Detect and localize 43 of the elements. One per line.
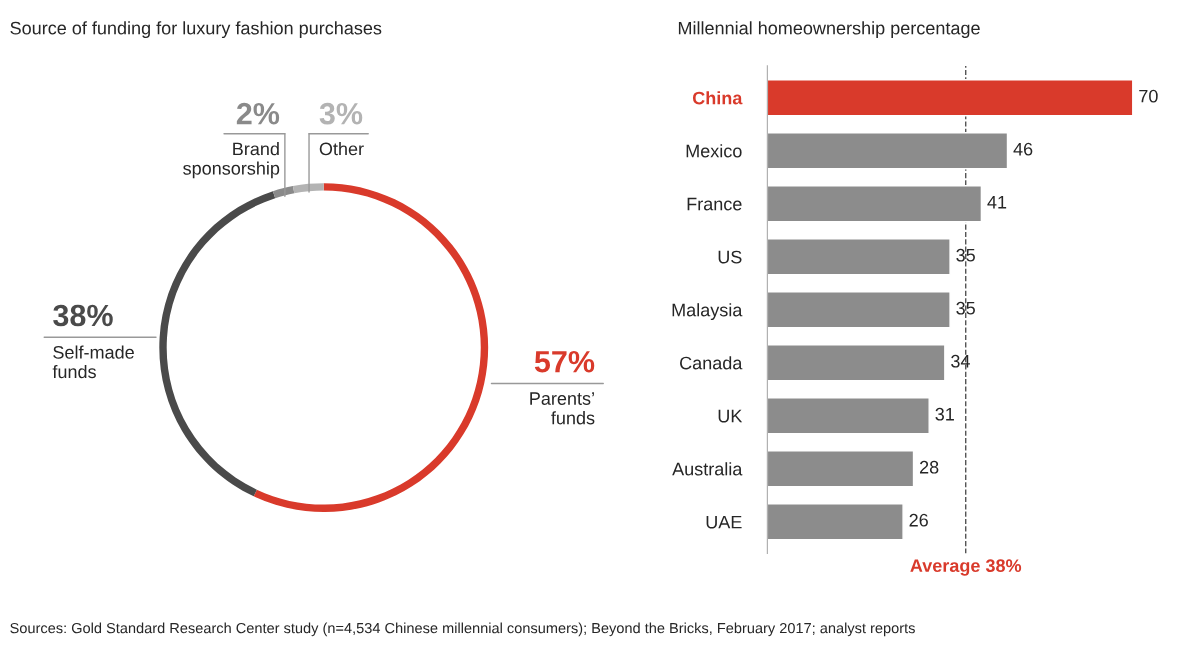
bar (767, 184, 983, 223)
donut-slice (272, 186, 295, 199)
bar (767, 503, 904, 541)
data-label: 35 (956, 248, 975, 262)
bar (767, 238, 951, 276)
data-label: 41 (987, 195, 1007, 209)
donut-slice (292, 183, 324, 194)
y-tick-label: France (687, 197, 742, 211)
bar (767, 344, 946, 382)
data-label: 31 (935, 407, 954, 421)
y-tick-label: Mexico (686, 144, 742, 158)
y-tick-label: Malaysia (672, 303, 743, 321)
y-tick-label: China (692, 91, 743, 105)
data-label: 38% (53, 304, 113, 327)
bar (767, 131, 1009, 170)
y-tick-label: US (718, 250, 742, 264)
data-label: 28 (919, 460, 939, 474)
data-label: 2% (236, 102, 280, 125)
data-label: 35 (956, 301, 975, 315)
bar (767, 397, 930, 435)
data-label: 34 (951, 354, 970, 368)
bar (767, 78, 1134, 117)
legend-label: Brand sponsorship (183, 142, 280, 179)
slice-label: Self-made funds (52, 345, 134, 379)
donut-slice (159, 191, 276, 497)
bar (767, 291, 951, 329)
y-tick-label: UK (718, 409, 743, 423)
donut-slice (253, 183, 489, 512)
source-note: Sources: Gold Standard Research Center study (n=4,534 Chinese millennial consumers); Beyond the Bricks, February 2017; analyst reports (10, 622, 915, 637)
y-tick-label: Canada (680, 356, 743, 370)
chart-title: Millennial homeownership percentage (678, 21, 980, 39)
data-label: 57% (534, 350, 595, 373)
data-label: 46 (1013, 142, 1033, 156)
data-label: 26 (909, 513, 928, 527)
data-label: 3% (319, 102, 363, 125)
data-label: 70 (1139, 89, 1158, 103)
y-tick-label: UAE (706, 515, 742, 529)
slice-label: Parents’ funds (530, 392, 595, 425)
slice-label: Other (319, 142, 364, 156)
chart-title: Source of funding for luxury fashion purchases (10, 21, 382, 39)
bar (767, 450, 915, 488)
y-tick-label: Australia (672, 462, 743, 476)
ref-line-label: Average 38% (910, 559, 1022, 576)
